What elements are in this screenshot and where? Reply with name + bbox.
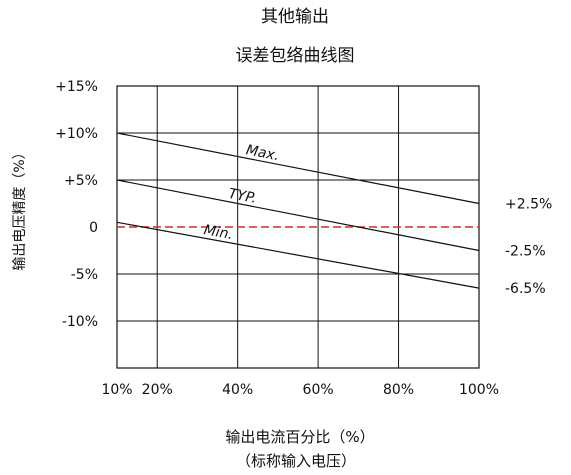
x-axis-label: 输出电流百分比（%） bbox=[225, 428, 374, 446]
series-label-1: TYP. bbox=[227, 186, 258, 207]
y-tick-label-1: +10% bbox=[55, 126, 98, 142]
end-label-2: -6.5% bbox=[505, 281, 546, 297]
x-tick-label-4: 80% bbox=[383, 382, 414, 398]
series-line-2 bbox=[116, 221, 480, 289]
series-line-1 bbox=[116, 179, 480, 252]
series-line-0 bbox=[116, 132, 480, 205]
x-tick-label-5: 100% bbox=[459, 382, 499, 398]
x-tick-label-2: 40% bbox=[222, 382, 253, 398]
y-tick-label-2: +5% bbox=[64, 173, 98, 189]
end-labels: +2.5% -2.5% -6.5% bbox=[505, 197, 552, 298]
chart-subtitle: 误差包络曲线图 bbox=[236, 46, 355, 66]
series-label-0: Max. bbox=[245, 142, 281, 164]
y-tick-label-3: 0 bbox=[89, 220, 98, 236]
x-axis-note: （标称输入电压） bbox=[236, 452, 356, 470]
end-label-0: +2.5% bbox=[505, 197, 552, 213]
y-tick-label-0: +15% bbox=[55, 79, 98, 95]
y-tick-label-5: -10% bbox=[62, 314, 98, 330]
x-tick-labels: 10% 20% 40% 60% 80% 100% bbox=[101, 382, 499, 398]
end-label-1: -2.5% bbox=[505, 244, 546, 260]
y-axis-label: 输出电压精度（%） bbox=[12, 145, 28, 270]
y-tick-labels: +15% +10% +5% 0 -5% -10% bbox=[55, 79, 98, 330]
x-tick-label-0: 10% bbox=[101, 382, 132, 398]
x-tick-label-1: 20% bbox=[142, 382, 173, 398]
series-layer: Max. TYP. Min. bbox=[116, 132, 480, 289]
y-tick-label-4: -5% bbox=[71, 267, 98, 283]
x-tick-label-3: 60% bbox=[303, 382, 334, 398]
series-label-2: Min. bbox=[202, 222, 234, 243]
chart-title: 其他输出 bbox=[261, 7, 329, 27]
